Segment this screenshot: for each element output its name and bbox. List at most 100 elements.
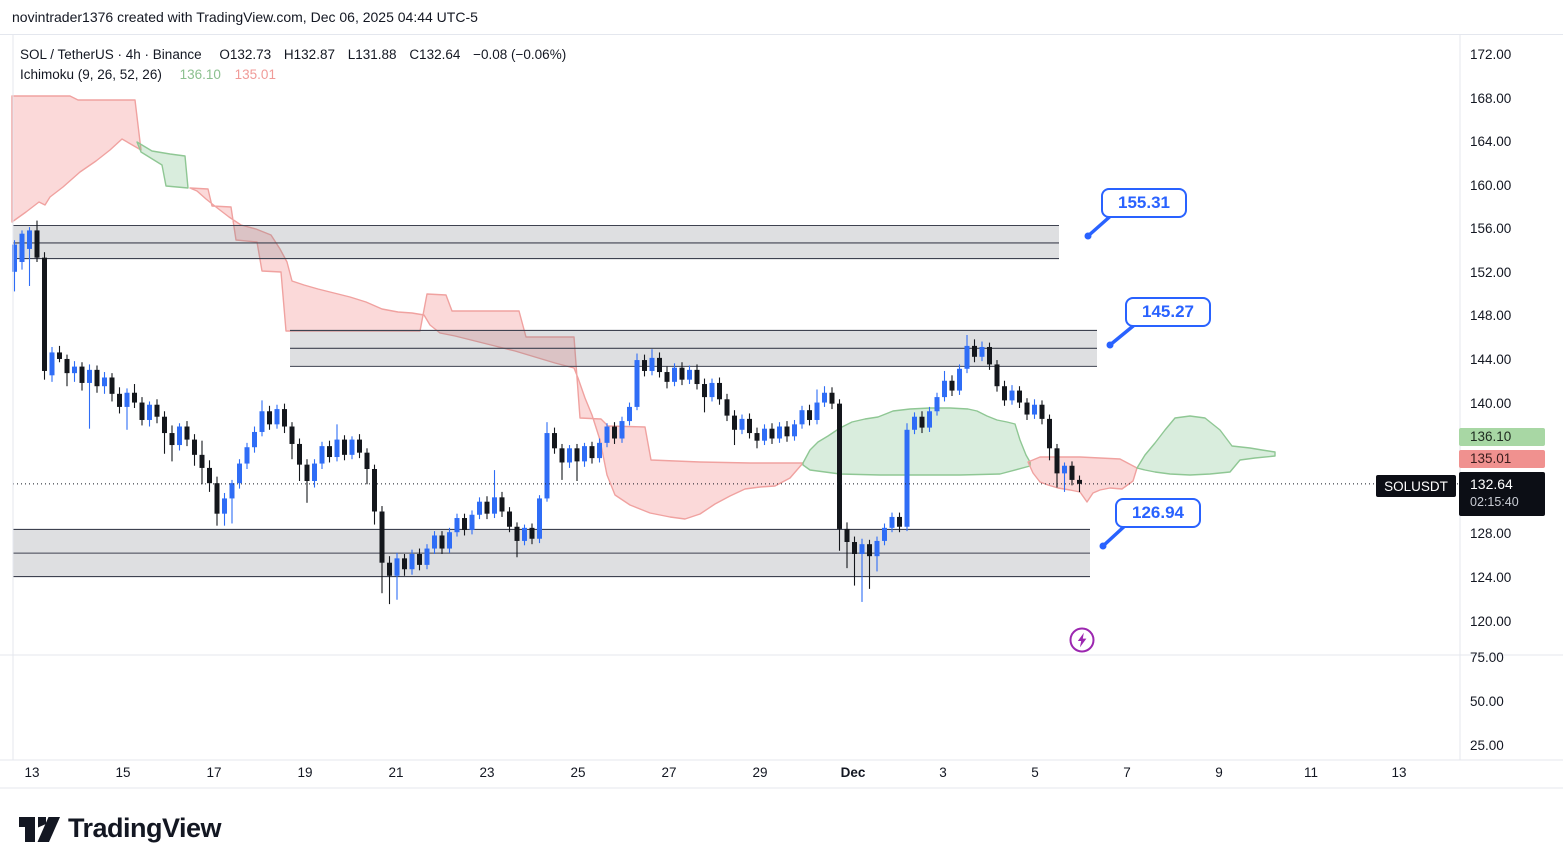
candle-body (19, 233, 25, 263)
indicator-legend-row[interactable]: Ichimoku (9, 26, 52, 26) 136.10 135.01 (20, 65, 575, 85)
last-price-value: 132.64 (1470, 476, 1513, 492)
candle-body (777, 426, 782, 439)
symbol-title[interactable]: SOL / TetherUS · 4h · Binance (20, 47, 202, 62)
candle-body (754, 433, 760, 441)
price-tick-label: 160.00 (1470, 177, 1512, 193)
price-change: −0.08 (−0.06%) (473, 47, 567, 62)
candle-body (657, 357, 662, 373)
candle-body (799, 410, 805, 425)
price-callout-155[interactable]: 155.31 (1101, 188, 1187, 218)
candle-body (934, 397, 940, 412)
candle-body (184, 426, 190, 440)
candle-body (784, 426, 790, 437)
candle-body (507, 511, 512, 527)
candle-body (447, 532, 452, 549)
candle-body (319, 446, 325, 464)
candle-body (514, 526, 520, 541)
ichimoku-cloud-bearish (11, 95, 142, 223)
candle-body (822, 392, 827, 403)
candle-body (379, 511, 385, 563)
candle-body (72, 366, 77, 374)
candle-body (882, 527, 887, 541)
candle-body (42, 257, 47, 371)
candle-body (1024, 402, 1030, 415)
candle-body (1002, 386, 1007, 401)
callout-anchor-dot (1084, 232, 1092, 240)
time-tick-label: 11 (1303, 765, 1318, 780)
candle-body (94, 369, 100, 387)
candle-body (852, 542, 857, 554)
candle-body (244, 447, 250, 464)
candle-body (859, 544, 865, 554)
lightning-bolt-icon (1077, 632, 1087, 648)
ichimoku-cloud-bullish (1136, 415, 1276, 476)
price-callout-145[interactable]: 145.27 (1125, 297, 1211, 327)
tradingview-logo[interactable]: TradingView (18, 810, 222, 846)
price-callout-126[interactable]: 126.94 (1115, 498, 1201, 528)
candle-body (177, 426, 182, 446)
candle-body (912, 416, 917, 430)
candle-body (252, 431, 257, 448)
candle-body (349, 439, 355, 455)
candle-body (604, 426, 610, 443)
lower-pane-tick-label: 25.00 (1470, 738, 1504, 753)
candle-body (589, 446, 595, 459)
candle-body (259, 411, 265, 432)
candle-body (717, 382, 722, 400)
lightning-marker-icon[interactable] (1068, 626, 1096, 654)
candle-body (417, 553, 422, 565)
price-tick-label: 140.00 (1470, 395, 1512, 411)
candle-body (387, 562, 392, 576)
candle-body (814, 402, 820, 420)
candle-body (972, 345, 977, 357)
candle-body (1069, 465, 1075, 480)
time-tick-label: 19 (297, 765, 313, 780)
senkou-b-axis-badge: 135.01 (1459, 450, 1545, 468)
candle-body (439, 535, 445, 549)
candle-body (612, 426, 617, 439)
candle-body (739, 418, 745, 430)
candle-body (454, 518, 460, 533)
candle-body (147, 404, 152, 420)
candles (12, 220, 1082, 605)
candle-body (192, 439, 197, 455)
symbol-legend-row[interactable]: SOL / TetherUS · 4h · Binance O132.73 H1… (20, 45, 575, 65)
candle-body (957, 368, 962, 391)
candle-body (889, 516, 895, 528)
candle-body (522, 527, 527, 541)
time-tick-label: 29 (752, 765, 768, 780)
supply-zone-155[interactable] (13, 225, 1059, 259)
candle-body (499, 497, 505, 512)
price-tick-label: 124.00 (1470, 569, 1512, 585)
candle-body (829, 392, 835, 404)
candle-body (327, 446, 332, 458)
indicator-title[interactable]: Ichimoku (9, 26, 52, 26) (20, 67, 162, 82)
candle-body (124, 392, 130, 407)
time-tick-label: 27 (661, 765, 677, 780)
price-tick-label: 120.00 (1470, 613, 1512, 629)
candle-body (132, 392, 137, 403)
candle-body (312, 463, 317, 481)
candle-body (12, 244, 17, 272)
candle-body (619, 421, 625, 439)
candle-body (949, 380, 955, 391)
candle-body (64, 358, 70, 374)
indicator-senkou-b-value: 135.01 (234, 67, 276, 82)
candle-body (222, 498, 227, 514)
candle-body (702, 384, 707, 398)
candle-body (927, 411, 932, 428)
candle-body (237, 463, 242, 484)
candle-body (1039, 404, 1045, 419)
candle-body (867, 544, 872, 557)
ohlc-high: H132.87 (283, 47, 335, 62)
candle-body (1032, 404, 1037, 415)
candle-body (409, 553, 415, 570)
time-tick-label: 15 (115, 765, 131, 780)
candle-body (334, 439, 340, 458)
time-tick-label: 25 (570, 765, 586, 780)
tradingview-logo-text: TradingView (68, 812, 222, 843)
candle-body (462, 518, 467, 531)
candle-body (582, 446, 587, 462)
candle-body (394, 558, 400, 576)
